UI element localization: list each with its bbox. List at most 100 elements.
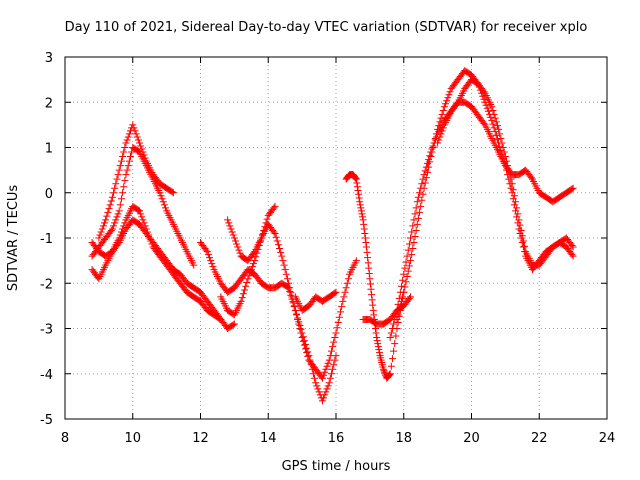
data-point bbox=[484, 107, 492, 115]
data-point bbox=[518, 232, 526, 240]
data-point bbox=[397, 282, 405, 290]
data-point bbox=[303, 349, 311, 357]
data-point bbox=[399, 276, 407, 284]
data-point bbox=[140, 151, 148, 159]
data-point bbox=[291, 306, 299, 314]
data-point bbox=[399, 293, 407, 301]
data-point bbox=[407, 234, 415, 242]
data-point bbox=[510, 192, 518, 200]
data-point bbox=[339, 297, 347, 305]
data-point bbox=[271, 229, 279, 237]
data-point bbox=[405, 294, 413, 302]
data-point bbox=[569, 184, 577, 192]
data-point bbox=[356, 201, 364, 209]
data-point bbox=[277, 248, 285, 256]
data-point bbox=[141, 154, 149, 162]
data-point bbox=[137, 210, 145, 218]
data-point bbox=[338, 303, 346, 311]
data-point bbox=[491, 114, 499, 122]
data-point bbox=[330, 361, 338, 369]
data-point bbox=[208, 260, 216, 268]
data-point bbox=[169, 189, 177, 197]
data-point bbox=[334, 318, 342, 326]
data-point bbox=[119, 225, 127, 233]
data-point bbox=[236, 249, 244, 257]
data-point bbox=[318, 397, 326, 405]
data-point bbox=[361, 234, 369, 242]
data-point bbox=[331, 334, 339, 342]
data-point bbox=[445, 91, 453, 99]
data-point bbox=[361, 229, 369, 237]
data-point bbox=[124, 162, 132, 170]
data-point bbox=[116, 201, 124, 209]
data-point bbox=[107, 197, 115, 205]
data-point bbox=[250, 260, 258, 268]
data-point bbox=[391, 340, 399, 348]
data-point bbox=[323, 385, 331, 393]
data-point bbox=[270, 228, 278, 236]
data-point bbox=[285, 279, 293, 287]
data-point bbox=[489, 107, 497, 115]
data-point bbox=[330, 338, 338, 346]
data-point bbox=[394, 311, 402, 319]
data-point bbox=[414, 214, 422, 222]
data-point bbox=[425, 163, 433, 171]
data-point bbox=[426, 158, 434, 166]
y-tick-label: 3 bbox=[45, 51, 53, 66]
data-point bbox=[246, 269, 254, 277]
data-point bbox=[262, 219, 270, 227]
data-point bbox=[314, 385, 322, 393]
data-point bbox=[260, 226, 268, 234]
data-point bbox=[116, 162, 124, 170]
data-point bbox=[343, 279, 351, 287]
data-point bbox=[443, 97, 451, 105]
data-point bbox=[416, 208, 424, 216]
data-point bbox=[120, 183, 128, 191]
data-point bbox=[112, 216, 120, 224]
data-point bbox=[110, 222, 118, 230]
data-point bbox=[385, 371, 393, 379]
data-point bbox=[324, 359, 332, 367]
data-point bbox=[156, 189, 164, 197]
data-point bbox=[244, 275, 252, 283]
data-point bbox=[115, 234, 123, 242]
data-point bbox=[125, 130, 133, 138]
data-point bbox=[402, 258, 410, 266]
data-point bbox=[487, 113, 495, 121]
data-point bbox=[237, 297, 245, 305]
data-point bbox=[229, 321, 237, 329]
data-point bbox=[320, 394, 328, 402]
data-point bbox=[401, 283, 409, 291]
data-point bbox=[373, 337, 381, 345]
data-point bbox=[239, 290, 247, 298]
data-point bbox=[386, 371, 394, 379]
data-point bbox=[480, 88, 488, 96]
data-point bbox=[226, 222, 234, 230]
y-tick-label: -2 bbox=[40, 277, 53, 292]
data-point bbox=[121, 177, 129, 185]
data-point bbox=[315, 388, 323, 396]
data-point bbox=[107, 226, 115, 234]
data-point bbox=[366, 275, 374, 283]
data-point bbox=[97, 228, 105, 236]
data-point bbox=[427, 153, 435, 161]
data-point bbox=[257, 234, 265, 242]
data-point bbox=[323, 362, 331, 370]
data-point bbox=[403, 252, 411, 260]
data-point bbox=[142, 225, 150, 233]
data-point bbox=[446, 88, 454, 96]
data-point bbox=[122, 139, 130, 147]
data-point bbox=[332, 329, 340, 337]
y-tick-label: -3 bbox=[40, 323, 53, 338]
data-point bbox=[216, 315, 224, 323]
data-point bbox=[304, 352, 312, 360]
x-axis-label: GPS time / hours bbox=[282, 459, 391, 474]
data-point bbox=[158, 195, 166, 203]
data-point bbox=[421, 179, 429, 187]
data-point bbox=[232, 237, 240, 245]
data-point bbox=[227, 225, 235, 233]
data-point bbox=[114, 171, 122, 179]
data-point bbox=[110, 189, 118, 197]
data-point bbox=[132, 130, 140, 138]
data-point bbox=[387, 362, 395, 370]
